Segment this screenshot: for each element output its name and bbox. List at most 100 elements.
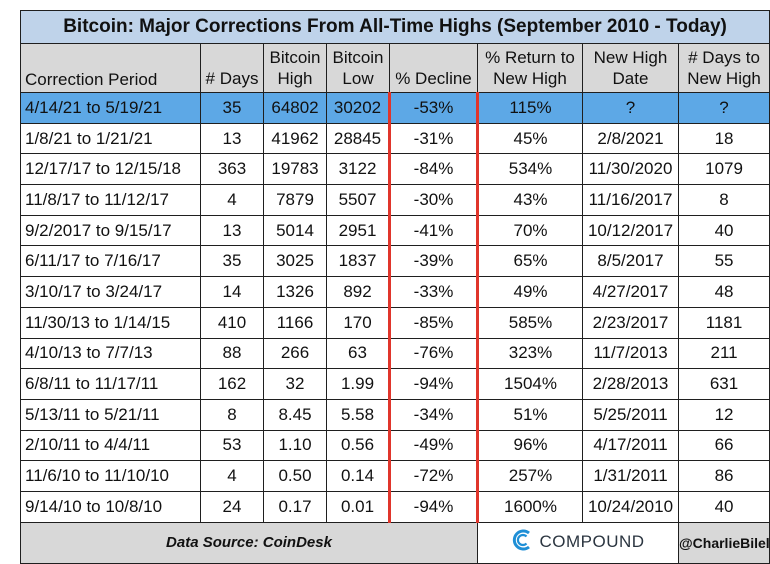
header-line: % Return to [485,48,575,67]
table-body: 4/14/21 to 5/19/21 35 64802 30202 -53% 115%??… [20,92,770,523]
header-line: # Days [205,69,259,88]
cell-correction-period: 11/8/17 to 11/12/17 [20,184,201,216]
cell-days: 88 [200,337,264,370]
cell-bitcoin-high: 32 [263,368,327,400]
cell-percent-return: 43% [477,184,583,216]
cell-bitcoin-low: 5507 [326,184,390,216]
header-line: New High [687,69,761,88]
cell-bitcoin-low: 3122 [326,153,390,186]
cell-new-high-date: 5/25/2011 [582,398,679,431]
cell-bitcoin-high: 7879 [263,184,327,216]
cell-days-to-new-high: 48 [677,276,770,308]
cell-percent-decline: -53% [388,92,479,124]
header-days-to-new-high: # Days to New High [677,43,770,93]
cell-days-to-new-high: ? [677,92,770,124]
cell-days: 13 [200,122,264,155]
table-row: 2/10/11 to 4/4/11 53 1.10 0.56 -49% 96% 4/17/2… [20,429,770,462]
cell-new-high-date: 11/30/2020 [582,153,679,186]
header-row: Correction Period # Days Bitcoin High Bitcoi… [20,43,770,93]
cell-new-high-date: 8/5/2017 [582,245,679,278]
header-line [25,48,200,69]
cell-days-to-new-high: 211 [677,337,770,370]
cell-bitcoin-low: 63 [326,337,390,370]
cell-percent-return: 1600% [477,490,583,523]
cell-percent-return: 49% [477,276,583,308]
cell-bitcoin-high: 19783 [263,153,327,186]
cell-new-high-date: 2/8/2021 [582,122,679,155]
cell-percent-return: 96% [477,429,583,462]
cell-bitcoin-high: 1326 [263,276,327,308]
cell-correction-period: 1/8/21 to 1/21/21 [20,122,201,155]
cell-percent-return: 45% [477,122,583,155]
cell-days-to-new-high: 66 [677,429,770,462]
brand-name: COMPOUND [539,532,645,552]
table-row: 11/30/13 to 1/14/15 410 1166 170 -85% 585% 2/2… [20,306,770,339]
header-line [201,47,263,68]
cell-days-to-new-high: 12 [677,398,770,431]
cell-days-to-new-high: 40 [677,214,770,247]
header-line [390,47,477,68]
cell-percent-return: 51% [477,398,583,431]
cell-days-to-new-high: 1181 [677,306,770,339]
cell-correction-period: 11/30/13 to 1/14/15 [20,306,201,339]
cell-correction-period: 3/10/17 to 3/24/17 [20,276,201,308]
cell-days: 35 [200,245,264,278]
cell-days-to-new-high: 18 [677,122,770,155]
header-bitcoin-high: Bitcoin High [263,43,327,93]
author-handle: @CharlieBilello [677,521,770,564]
cell-days-to-new-high: 55 [677,245,770,278]
cell-new-high-date: 1/31/2011 [582,460,679,492]
cell-bitcoin-low: 30202 [326,92,390,124]
cell-new-high-date: 2/23/2017 [582,306,679,339]
header-line: # Days to [688,48,760,67]
cell-correction-period: 9/2/2017 to 9/15/17 [20,214,201,247]
cell-correction-period: 9/14/10 to 10/8/10 [20,490,201,523]
header-line: Bitcoin [269,48,321,67]
cell-percent-return: 257% [477,460,583,492]
cell-percent-return: 70% [477,214,583,247]
cell-days-to-new-high: 40 [677,490,770,523]
table-title: Bitcoin: Major Corrections From All-Time… [19,10,770,44]
cell-days: 13 [200,214,264,247]
cell-correction-period: 4/14/21 to 5/19/21 [20,92,201,124]
corrections-table: Bitcoin: Major Corrections From All-Time… [19,10,770,564]
cell-percent-decline: -34% [388,398,479,431]
header-line: New High [493,69,567,88]
cell-percent-return: 65% [477,245,583,278]
cell-bitcoin-high: 1.10 [263,429,327,462]
cell-days-to-new-high: 8 [677,184,770,216]
cell-percent-decline: -30% [388,184,479,216]
cell-percent-return: 323% [477,337,583,370]
cell-new-high-date: 2/28/2013 [582,368,679,400]
cell-correction-period: 11/6/10 to 11/10/10 [20,460,201,492]
cell-bitcoin-high: 41962 [263,122,327,155]
cell-percent-decline: -85% [388,306,479,339]
brand: COMPOUND [477,521,679,564]
table-row: 12/17/17 to 12/15/18 363 19783 3122 -84% 534%… [20,153,770,186]
cell-percent-decline: -31% [388,122,479,155]
cell-correction-period: 12/17/17 to 12/15/18 [20,153,201,186]
cell-correction-period: 5/13/11 to 5/21/11 [20,398,201,431]
header-line: Low [342,69,374,88]
table-row: 11/8/17 to 11/12/17 4 7879 5507 -30% 43% 11/16… [20,184,770,216]
cell-bitcoin-low: 892 [326,276,390,308]
cell-bitcoin-low: 0.56 [326,429,390,462]
cell-bitcoin-high: 5014 [263,214,327,247]
cell-new-high-date: 11/16/2017 [582,184,679,216]
cell-percent-return: 534% [477,153,583,186]
cell-bitcoin-low: 2951 [326,214,390,247]
cell-bitcoin-low: 0.14 [326,460,390,492]
header-line: Correction Period [25,70,158,89]
table-row: 5/13/11 to 5/21/11 8 8.45 5.58 -34% 51% 5/25/2… [20,398,770,431]
cell-days: 24 [200,490,264,523]
header-percent-decline: % Decline [389,43,478,93]
cell-days: 14 [200,276,264,308]
header-days: # Days [200,43,264,93]
header-line: High [277,69,313,88]
table-row: 4/10/13 to 7/7/13 88 266 63 -76% 323% 11/7/201… [20,337,770,370]
cell-percent-decline: -94% [388,368,479,400]
compound-logo-icon [511,528,535,557]
cell-percent-decline: -94% [388,490,479,523]
table-row: 11/6/10 to 11/10/10 4 0.50 0.14 -72% 257% 1/31… [20,460,770,492]
table-row: 6/8/11 to 11/17/11 162 32 1.99 -94% 1504% 2/28… [20,368,770,400]
